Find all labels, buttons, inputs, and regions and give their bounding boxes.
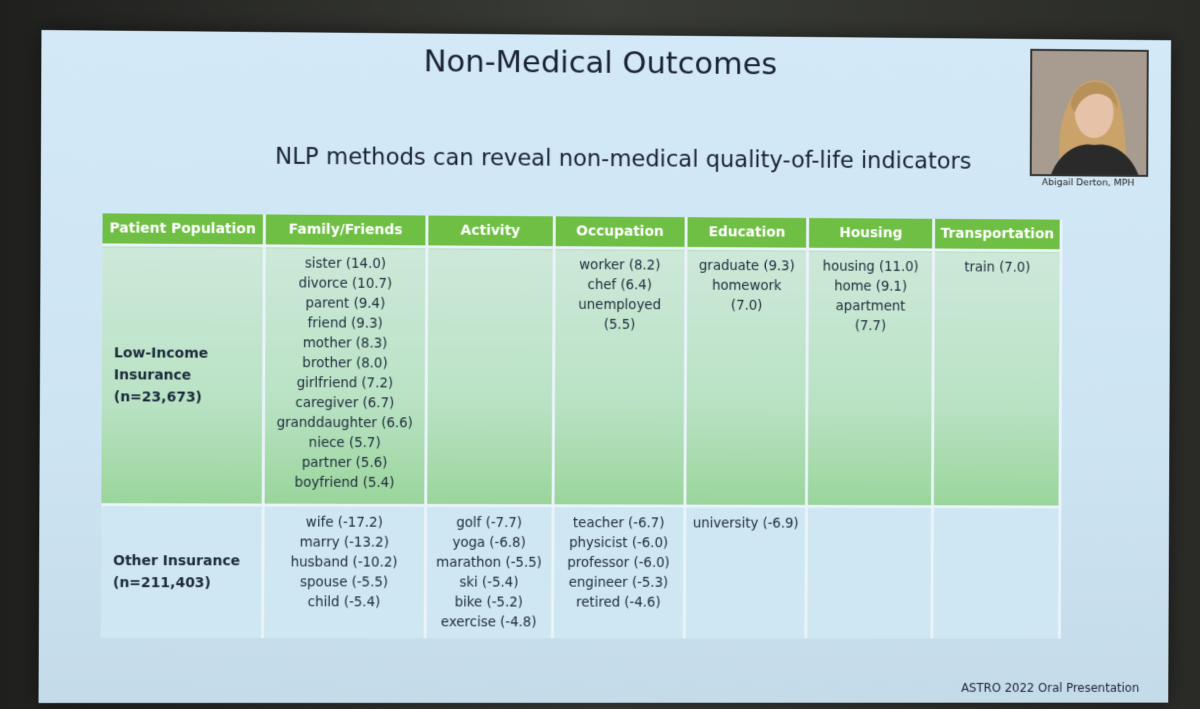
term-item: partner (5.6)	[269, 453, 421, 473]
term-item: yoga (-6.8)	[431, 533, 547, 553]
term-item: home (9.1)	[813, 276, 928, 296]
activity-cell	[426, 247, 554, 506]
term-item: spouse (-5.5)	[268, 572, 420, 592]
term-item: (7.0)	[691, 296, 802, 316]
presentation-slide: Non-Medical Outcomes Abigail Derton, MPH…	[39, 30, 1172, 703]
term-item: bike (-5.2)	[431, 592, 547, 612]
term-item: graduate (9.3)	[691, 256, 802, 276]
term-item: divorce (10.7)	[269, 273, 421, 294]
term-item: apartment	[813, 296, 928, 316]
header-education: Education	[686, 217, 808, 249]
population-cell: Other Insurance (n=211,403)	[101, 505, 263, 638]
header-activity: Activity	[427, 216, 554, 248]
term-item: retired (-4.6)	[558, 593, 679, 613]
term-item: (7.7)	[813, 316, 928, 336]
term-item: granddaughter (6.6)	[269, 413, 421, 433]
term-item: mother (8.3)	[269, 333, 421, 354]
term-item: homework	[691, 276, 802, 296]
housing-cell: housing (11.0) home (9.1) apartment (7.7)	[807, 249, 934, 507]
term-item: golf (-7.7)	[431, 513, 547, 533]
header-family-friends: Family/Friends	[264, 214, 427, 246]
header-housing: Housing	[808, 218, 934, 250]
term-item: professor (-6.0)	[558, 553, 679, 573]
education-cell: university (-6.9)	[684, 506, 806, 638]
presenter-caption: Abigail Derton, MPH	[1020, 177, 1156, 189]
occupation-cell: teacher (-6.7) physicist (-6.0) professor …	[552, 506, 685, 639]
term-item: wife (-17.2)	[268, 513, 420, 533]
header-transportation: Transportation	[934, 219, 1062, 251]
population-cell: Low-Income Insurance (n=23,673)	[101, 245, 264, 505]
table-row: Other Insurance (n=211,403) wife (-17.2)…	[101, 505, 1060, 639]
term-item: teacher (-6.7)	[558, 513, 679, 533]
slide-title: Non-Medical Outcomes	[21, 40, 1171, 86]
slide-footer: ASTRO 2022 Oral Presentation	[961, 681, 1139, 695]
family-friends-cell: wife (-17.2) marry (-13.2) husband (-10.2)…	[262, 505, 425, 638]
activity-cell: golf (-7.7) yoga (-6.8) marathon (-5.5) ski…	[425, 505, 553, 638]
term-item: (5.5)	[559, 315, 680, 335]
table-row: Low-Income Insurance (n=23,673) sister (…	[101, 245, 1061, 507]
term-item: ski (-5.4)	[431, 573, 547, 593]
term-item: sister (14.0)	[269, 253, 421, 274]
term-item: caregiver (6.7)	[269, 393, 421, 414]
housing-cell	[806, 506, 932, 638]
term-item: unemployed	[559, 295, 680, 315]
term-item: housing (11.0)	[813, 257, 928, 277]
population-label: Insurance	[114, 364, 258, 387]
term-item: university (-6.9)	[690, 514, 801, 534]
term-item: boyfriend (5.4)	[268, 473, 420, 493]
term-item: physicist (-6.0)	[558, 533, 679, 553]
term-item: chef (6.4)	[559, 275, 680, 296]
term-item: girlfriend (7.2)	[269, 373, 421, 394]
header-occupation: Occupation	[554, 216, 686, 248]
education-cell: graduate (9.3) homework (7.0)	[685, 248, 808, 506]
population-count: (n=211,403)	[113, 572, 257, 594]
term-item: worker (8.2)	[559, 255, 680, 276]
term-item: marathon (-5.5)	[431, 553, 547, 573]
term-item: child (-5.4)	[268, 592, 420, 612]
term-item: parent (9.4)	[269, 293, 421, 314]
population-count: (n=23,673)	[114, 386, 258, 409]
slide-subtitle: NLP methods can reveal non-medical quali…	[71, 142, 1171, 176]
term-item: engineer (-5.3)	[558, 573, 679, 593]
term-item: brother (8.0)	[269, 353, 421, 374]
population-label: Low-Income	[114, 342, 258, 365]
occupation-cell: worker (8.2) chef (6.4) unemployed (5.5)	[553, 248, 686, 506]
header-patient-population: Patient Population	[102, 213, 264, 245]
term-item: marry (-13.2)	[268, 532, 420, 552]
term-item: niece (5.7)	[269, 433, 421, 453]
term-item: train (7.0)	[939, 257, 1056, 277]
family-friends-cell: sister (14.0) divorce (10.7) parent (9.4) f…	[263, 246, 427, 506]
term-item: friend (9.3)	[269, 313, 421, 334]
transportation-cell: train (7.0)	[933, 250, 1061, 507]
population-label: Other Insurance	[113, 550, 257, 572]
term-item: husband (-10.2)	[268, 552, 420, 572]
term-item: exercise (-4.8)	[431, 612, 547, 632]
outcomes-table: Patient Population Family/Friends Activi…	[101, 213, 1063, 638]
transportation-cell	[932, 507, 1060, 639]
